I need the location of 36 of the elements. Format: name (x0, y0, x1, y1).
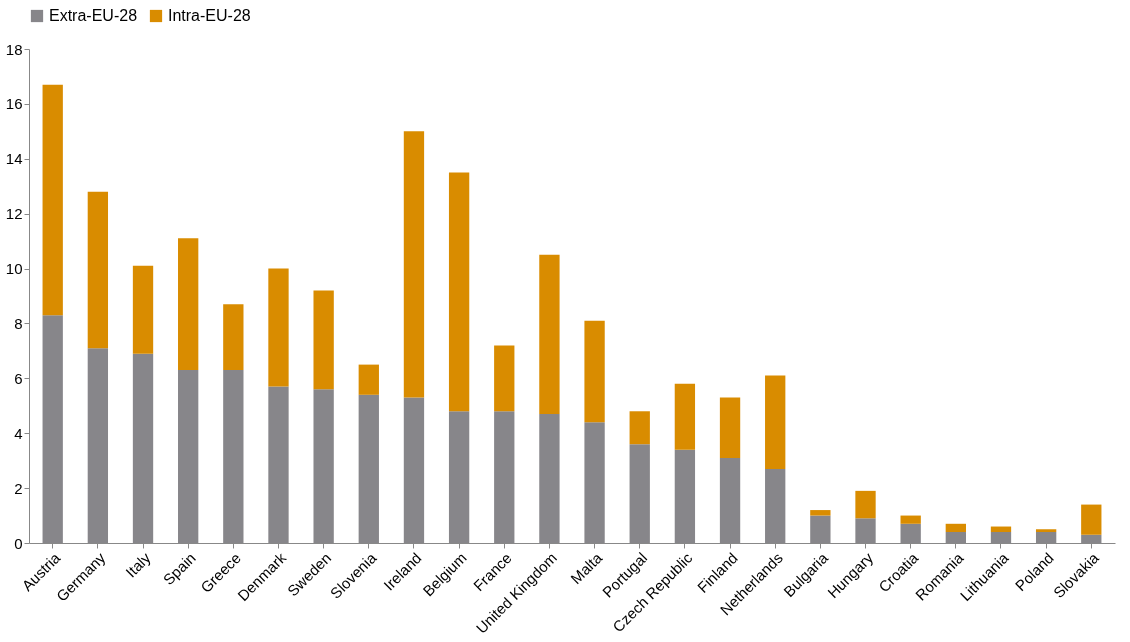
bar (539, 254, 560, 415)
bar (448, 172, 470, 412)
y-tick-label: 14 (5, 150, 23, 168)
y-tick-label: 0 (14, 534, 23, 552)
bar (674, 383, 696, 450)
bar (403, 131, 425, 398)
y-tick-label: 2 (14, 479, 23, 497)
legend-label: Intra-EU-28 (168, 7, 251, 24)
bar (87, 191, 109, 349)
bar (42, 84, 63, 316)
y-tick-label: 12 (5, 205, 23, 223)
bar (810, 510, 831, 516)
bar (765, 375, 786, 469)
bar (313, 290, 334, 390)
y-tick-label: 8 (14, 314, 23, 332)
y-tick-label: 16 (5, 95, 23, 113)
bar (1081, 504, 1102, 535)
bar (945, 523, 966, 533)
bar (223, 304, 244, 371)
y-tick-label: 6 (14, 369, 23, 387)
bar (1035, 529, 1057, 533)
x-tick-label: Italy (122, 548, 154, 581)
y-tick-label: 10 (5, 260, 23, 278)
bar (494, 345, 515, 412)
bar (584, 320, 605, 423)
legend-label: Extra-EU-28 (49, 7, 138, 24)
bar (268, 268, 289, 387)
bar (719, 397, 741, 458)
bar (855, 490, 876, 519)
bar (178, 238, 199, 371)
y-tick-label: 4 (14, 424, 23, 442)
y-tick-label: 18 (5, 40, 23, 58)
bar (629, 411, 650, 445)
bar (132, 265, 154, 354)
bar (900, 515, 921, 524)
bar (358, 364, 379, 395)
